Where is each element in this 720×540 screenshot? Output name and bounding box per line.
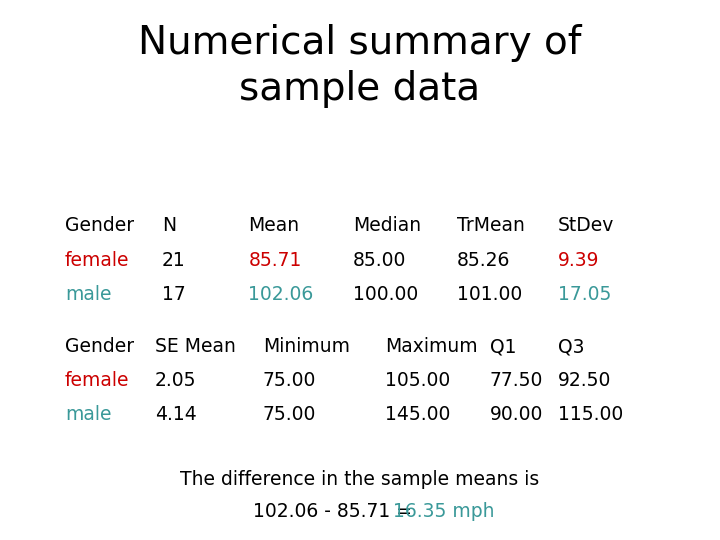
Text: 102.06: 102.06 bbox=[248, 285, 314, 303]
Text: 115.00: 115.00 bbox=[558, 405, 624, 424]
Text: Q1: Q1 bbox=[490, 338, 516, 356]
Text: Q3: Q3 bbox=[558, 338, 585, 356]
Text: Minimum: Minimum bbox=[263, 338, 350, 356]
Text: 2.05: 2.05 bbox=[155, 371, 197, 390]
Text: N: N bbox=[162, 216, 176, 235]
Text: 17.05: 17.05 bbox=[558, 285, 611, 303]
Text: 101.00: 101.00 bbox=[457, 285, 523, 303]
Text: 77.50: 77.50 bbox=[490, 371, 543, 390]
Text: 85.26: 85.26 bbox=[457, 251, 510, 270]
Text: 102.06 - 85.71 =: 102.06 - 85.71 = bbox=[253, 502, 418, 521]
Text: 145.00: 145.00 bbox=[385, 405, 451, 424]
Text: 17: 17 bbox=[162, 285, 186, 303]
Text: Gender: Gender bbox=[65, 338, 134, 356]
Text: StDev: StDev bbox=[558, 216, 614, 235]
Text: 92.50: 92.50 bbox=[558, 371, 611, 390]
Text: female: female bbox=[65, 251, 130, 270]
Text: 21: 21 bbox=[162, 251, 186, 270]
Text: 105.00: 105.00 bbox=[385, 371, 451, 390]
Text: 85.00: 85.00 bbox=[353, 251, 406, 270]
Text: 4.14: 4.14 bbox=[155, 405, 197, 424]
Text: Median: Median bbox=[353, 216, 421, 235]
Text: 75.00: 75.00 bbox=[263, 371, 316, 390]
Text: female: female bbox=[65, 371, 130, 390]
Text: SE Mean: SE Mean bbox=[155, 338, 235, 356]
Text: Maximum: Maximum bbox=[385, 338, 478, 356]
Text: 9.39: 9.39 bbox=[558, 251, 600, 270]
Text: TrMean: TrMean bbox=[457, 216, 525, 235]
Text: male: male bbox=[65, 285, 112, 303]
Text: sample data: sample data bbox=[240, 70, 480, 108]
Text: Gender: Gender bbox=[65, 216, 134, 235]
Text: Mean: Mean bbox=[248, 216, 300, 235]
Text: male: male bbox=[65, 405, 112, 424]
Text: 85.71: 85.71 bbox=[248, 251, 302, 270]
Text: Numerical summary of: Numerical summary of bbox=[138, 24, 582, 62]
Text: 100.00: 100.00 bbox=[353, 285, 418, 303]
Text: The difference in the sample means is: The difference in the sample means is bbox=[181, 470, 539, 489]
Text: 75.00: 75.00 bbox=[263, 405, 316, 424]
Text: 90.00: 90.00 bbox=[490, 405, 543, 424]
Text: 16.35 mph: 16.35 mph bbox=[393, 502, 495, 521]
